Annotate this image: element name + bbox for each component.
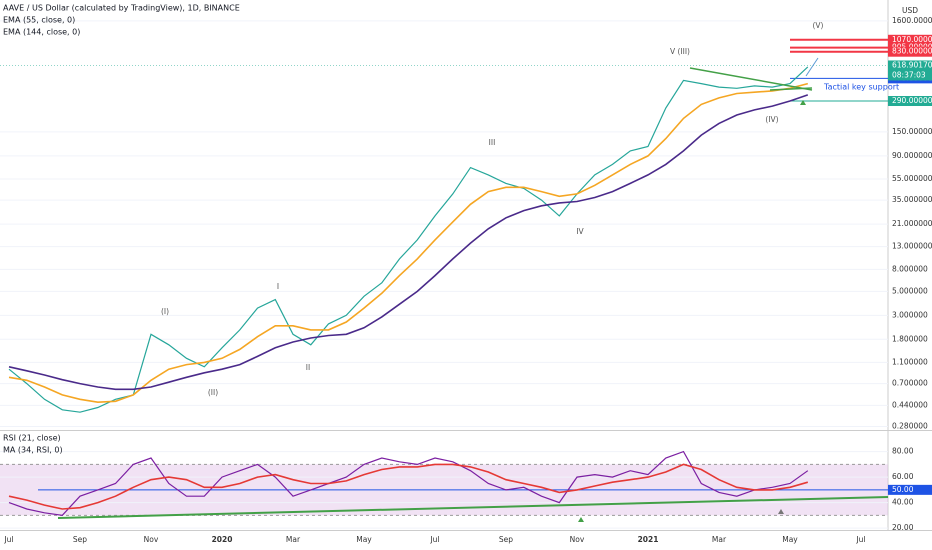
- rsi-pane: 80.00 60.00 40.00 20.00 50.00: [0, 447, 932, 532]
- series-line: [8, 94, 809, 391]
- wave-label: (V): [813, 21, 824, 30]
- wave-label: IV: [576, 227, 584, 236]
- wave-label: (I): [161, 307, 169, 316]
- marker: [800, 100, 806, 105]
- x-tick-label: 2021: [638, 535, 659, 544]
- x-tick-label: Sep: [499, 535, 513, 544]
- y-tick-label: 1600.000000: [892, 16, 932, 25]
- price-pane: 1600.000000 150.000000 90.000000 55.000000 3…: [0, 16, 932, 431]
- legend-entry: RSI (21, close): [3, 434, 61, 443]
- wave-label: (II): [208, 388, 218, 397]
- badge-label: 618.901709: [892, 60, 932, 69]
- price-badge: [888, 34, 932, 45]
- y-tick-label: 80.00: [892, 447, 914, 456]
- y-tick-label: 5.000000: [892, 286, 928, 295]
- y-tick-label: 150.000000: [892, 127, 932, 136]
- badge-label: 830.000000: [892, 47, 932, 56]
- y-tick-label: 40.00: [892, 498, 914, 507]
- legend-entry: EMA (144, close, 0): [3, 28, 80, 37]
- price-badge: [888, 484, 932, 495]
- x-tick-label: May: [782, 535, 798, 544]
- trendline: [769, 87, 813, 91]
- y-tick-label: 8.000000: [892, 264, 928, 273]
- y-tick-label: 20.00: [892, 523, 914, 532]
- wave-label: II: [306, 363, 310, 372]
- y-tick-label: 3.000000: [892, 310, 928, 319]
- trendline: [689, 67, 813, 91]
- x-tick-label: Nov: [144, 535, 159, 544]
- wave-label: III: [489, 138, 496, 147]
- annotation: Tactial key support: [823, 83, 899, 92]
- y-tick-label: 0.700000: [892, 379, 928, 388]
- marker: [778, 509, 784, 514]
- price-badge: [888, 60, 932, 81]
- countdown: 08:37:03: [892, 70, 926, 79]
- legend-entry: EMA (55, close, 0): [3, 16, 75, 25]
- series-line: [8, 463, 809, 510]
- series-line: [8, 450, 809, 516]
- y-tick-label: 90.000000: [892, 151, 932, 160]
- x-tick-label: Jul: [429, 535, 439, 544]
- x-tick-label: Mar: [712, 535, 727, 544]
- marker: [578, 517, 584, 522]
- y-tick-label: 60.00: [892, 472, 914, 481]
- y-tick-label: 13.000000: [892, 242, 932, 251]
- x-tick-label: Jul: [3, 535, 13, 544]
- y-tick-label: 0.440000: [892, 400, 928, 409]
- projection-arrow: [805, 57, 819, 77]
- y-tick-label: 1.800000: [892, 334, 928, 343]
- legend-entry: MA (34, RSI, 0): [3, 446, 63, 455]
- chart-title: AAVE / US Dollar (calculated by TradingV…: [3, 4, 240, 13]
- x-tick-label: Nov: [570, 535, 585, 544]
- x-tick-label: Jul: [855, 535, 865, 544]
- y-tick-label: 0.280000: [892, 422, 928, 431]
- badge-label: 50.00: [892, 485, 914, 494]
- y-tick-label: 55.000000: [892, 174, 932, 183]
- x-tick-label: Sep: [73, 535, 87, 544]
- badge-label: 1070.000000: [892, 35, 932, 44]
- x-tick-label: Mar: [286, 535, 301, 544]
- y-tick-label: 1.100000: [892, 357, 928, 366]
- price-badge: [888, 96, 932, 107]
- wave-label: (IV): [765, 115, 778, 124]
- x-tick-label: 2020: [212, 535, 233, 544]
- wave-label: V (III): [670, 47, 690, 56]
- price-badge: [888, 46, 932, 57]
- badge-label: 290.000000: [892, 96, 932, 105]
- wave-label: I: [277, 282, 279, 291]
- rsi-trendline: [57, 496, 889, 519]
- currency-label: USD: [902, 6, 918, 15]
- y-tick-label: 35.000000: [892, 195, 932, 204]
- x-tick-label: May: [356, 535, 372, 544]
- series-line: [8, 66, 809, 413]
- y-tick-label: 21.000000: [892, 219, 932, 228]
